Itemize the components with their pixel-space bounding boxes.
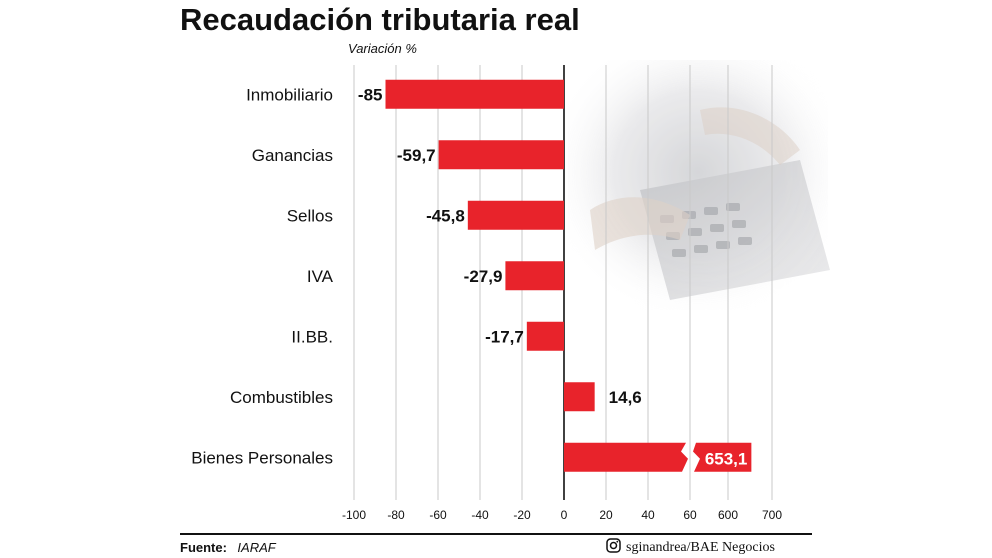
labels: Inmobiliario -85 Ganancias -59,7 Sellos -45,8… (191, 85, 747, 468)
x-tick-label: -100 (342, 508, 366, 522)
value-label: 14,6 (609, 388, 642, 407)
background-photo (568, 60, 830, 310)
x-tick-label: 40 (641, 508, 655, 522)
instagram-icon (606, 538, 621, 553)
x-tick-label: 600 (718, 508, 738, 522)
bar (385, 79, 564, 109)
bar (505, 261, 564, 291)
x-axis-ticks: -100 -80 -60 -40 -20 0 20 40 60 600 700 (342, 508, 782, 522)
bar (438, 140, 564, 170)
value-label: 653,1 (705, 449, 748, 468)
category-label: Inmobiliario (246, 85, 333, 104)
value-label: -59,7 (397, 146, 436, 165)
category-label: IVA (307, 267, 334, 286)
x-tick-label: 20 (599, 508, 613, 522)
bar (564, 382, 595, 412)
x-tick-label: 60 (683, 508, 697, 522)
source-label: Fuente: (180, 540, 227, 555)
credit-text: sginandrea/BAE Negocios (626, 540, 775, 555)
x-tick-label: 700 (762, 508, 782, 522)
bars (385, 79, 752, 472)
category-label: Sellos (287, 206, 333, 225)
value-label: -27,9 (464, 267, 503, 286)
category-label: II.BB. (291, 327, 333, 346)
chart-subtitle: Variación % (348, 41, 417, 56)
x-tick-label: -80 (387, 508, 405, 522)
category-label: Bienes Personales (191, 448, 333, 467)
x-tick-label: -40 (471, 508, 489, 522)
category-label: Ganancias (252, 146, 333, 165)
bar (564, 442, 688, 472)
category-label: Combustibles (230, 388, 333, 407)
x-tick-label: 0 (561, 508, 568, 522)
x-tick-label: -60 (429, 508, 447, 522)
x-tick-label: -20 (513, 508, 531, 522)
bar (526, 321, 564, 351)
chart-title: Recaudación tributaria real (180, 2, 580, 37)
value-label: -45,8 (426, 206, 465, 225)
value-label: -85 (358, 85, 383, 104)
value-label: -17,7 (485, 327, 524, 346)
bar-segment (693, 442, 752, 472)
source-value: IARAF (237, 540, 276, 555)
bar (467, 200, 564, 230)
footer-source: Fuente: IARAF (180, 539, 277, 556)
